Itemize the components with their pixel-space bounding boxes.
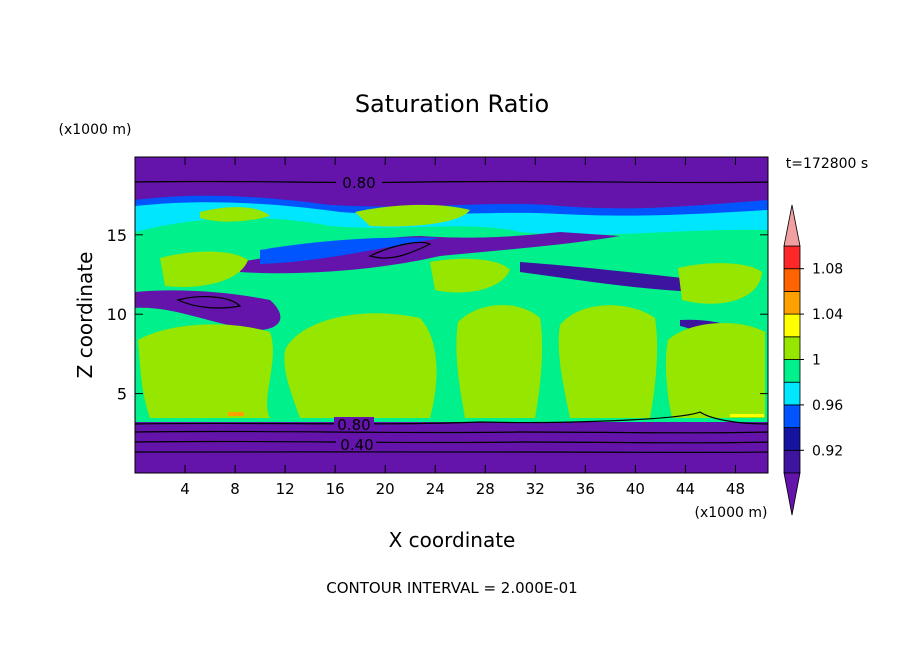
x-tick-label: 8 [230,480,240,498]
colorbar-tick-label: 1.08 [812,262,843,278]
colorbar-tick-label: 1 [812,353,821,369]
y-tick-label: 5 [117,385,127,404]
field-region [678,263,762,304]
x-unit: (x1000 m) [695,505,768,521]
y-axis-label: Z coordinate [73,252,97,379]
x-axis-label: X coordinate [389,528,516,552]
field-region [430,258,510,293]
x-tick-label: 12 [276,480,295,498]
label-backdrop [334,417,374,431]
contour-line [135,411,768,425]
field-region [228,412,244,416]
colorbar-band [783,336,801,360]
x-tick-label: 16 [326,480,345,498]
colorbar-band [783,449,801,474]
colorbar-under [783,472,801,516]
x-tick-label: 32 [526,480,545,498]
contour-lines [135,180,768,454]
colorbar-band [783,245,801,270]
colorbar-band [783,290,801,315]
x-tick-label: 48 [726,480,745,498]
y-tick-label: 10 [107,305,127,324]
contour-line [368,241,432,259]
chart-title: Saturation Ratio [355,90,549,118]
plot-frame [134,156,769,474]
colorbar-band [783,381,801,406]
x-tick-label: 28 [476,480,495,498]
field-region [200,207,270,222]
contour-line [135,180,768,184]
field-region [456,304,543,418]
label-backdrop [336,437,376,451]
contour-label: 0.80 [337,416,370,434]
y-tick-label: 15 [107,226,127,245]
x-tick-label: 4 [180,480,190,498]
colorbar-band [783,427,801,451]
field-region [260,237,440,264]
x-tick-label: 20 [376,480,395,498]
contour-line [176,296,242,309]
x-tick-label: 40 [626,480,645,498]
contour-line [135,430,768,434]
colorbar-tick-label: 1.04 [812,307,843,323]
contour-label: 0.40 [340,436,373,454]
field-region [730,414,764,417]
field-region [665,322,765,418]
field-region [138,324,273,418]
footer: CONTOUR INTERVAL = 2.000E-01 [326,579,577,597]
field-region [355,204,470,227]
field-region [520,262,720,292]
x-tick-label: 44 [676,480,695,498]
y-unit: (x1000 m) [59,122,132,138]
contour-line [135,451,768,454]
colorbar-band [783,404,801,428]
colorbar-band [783,359,801,383]
x-tick-label: 24 [426,480,445,498]
time-label: t=172800 s [786,156,868,172]
colorbar-tick-label: 0.92 [812,443,843,459]
field-region [135,290,281,331]
contour-field: 0.80 0.80 0.40 [135,157,768,473]
contour-line [135,440,768,444]
contour-label: 0.80 [342,174,375,192]
field-region [284,313,437,418]
colorbar-tick-label: 0.96 [812,398,843,414]
label-backdrop [336,174,382,190]
field-region [240,232,620,274]
colorbar-band [783,313,801,338]
colorbar-band [783,268,801,292]
field-region [135,422,768,473]
x-tick-label: 36 [576,480,595,498]
field-region [558,305,658,418]
colorbar-over [783,204,801,247]
field-region [160,251,248,287]
